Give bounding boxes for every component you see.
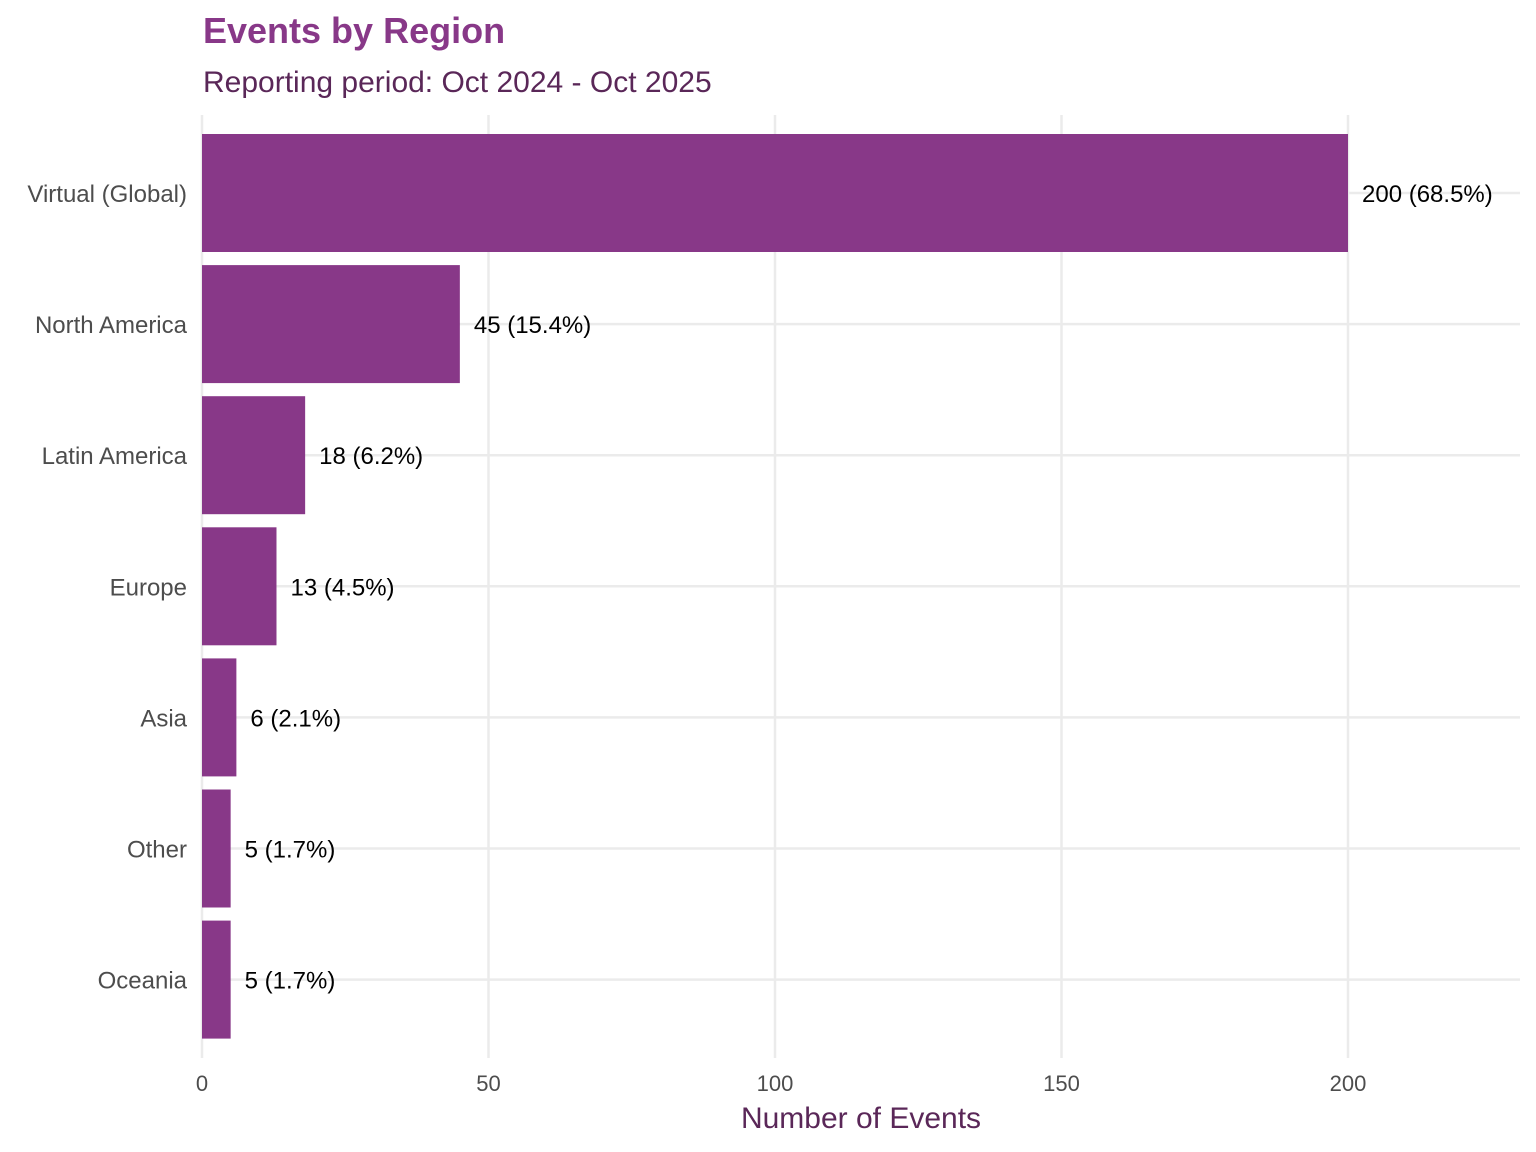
bar (202, 658, 237, 777)
y-tick-label: Oceania (98, 968, 188, 995)
y-tick-label: Asia (140, 705, 187, 732)
chart-title: Events by Region (203, 10, 505, 51)
y-tick-label: Europe (110, 574, 187, 601)
chart-subtitle: Reporting period: Oct 2024 - Oct 2025 (203, 66, 712, 99)
x-tick-label: 200 (1330, 1071, 1367, 1096)
data-label: 45 (15.4%) (474, 312, 591, 339)
gridlines (200, 115, 1520, 1058)
y-tick-label: Latin America (42, 443, 188, 470)
bars (202, 134, 1348, 1039)
x-tick-label: 150 (1043, 1071, 1080, 1096)
data-label: 200 (68.5%) (1362, 181, 1493, 208)
x-tick-label: 100 (757, 1071, 794, 1096)
y-tick-label: Virtual (Global) (27, 181, 187, 208)
bar (202, 920, 231, 1039)
bar (202, 789, 231, 908)
data-labels: 200 (68.5%) 45 (15.4%) 18 (6.2%) 13 (4.5%) 6… (245, 181, 1493, 995)
bar (202, 134, 1348, 252)
data-label: 6 (2.1%) (250, 705, 341, 732)
x-axis-title: Number of Events (741, 1102, 981, 1135)
x-tick-label: 0 (196, 1071, 208, 1096)
data-label: 5 (1.7%) (245, 837, 336, 864)
y-axis-ticks: Virtual (Global) North America Latin Ameri… (27, 181, 187, 995)
data-label: 5 (1.7%) (245, 968, 336, 995)
bar (202, 396, 306, 515)
y-tick-label: North America (35, 312, 188, 339)
x-axis-ticks: 0 50 100 150 200 (196, 1071, 1366, 1096)
bar (202, 527, 277, 646)
data-label: 13 (4.5%) (290, 574, 394, 601)
data-label: 18 (6.2%) (319, 443, 423, 470)
bar (202, 265, 460, 384)
x-tick-label: 50 (476, 1071, 500, 1096)
y-tick-label: Other (127, 837, 187, 864)
